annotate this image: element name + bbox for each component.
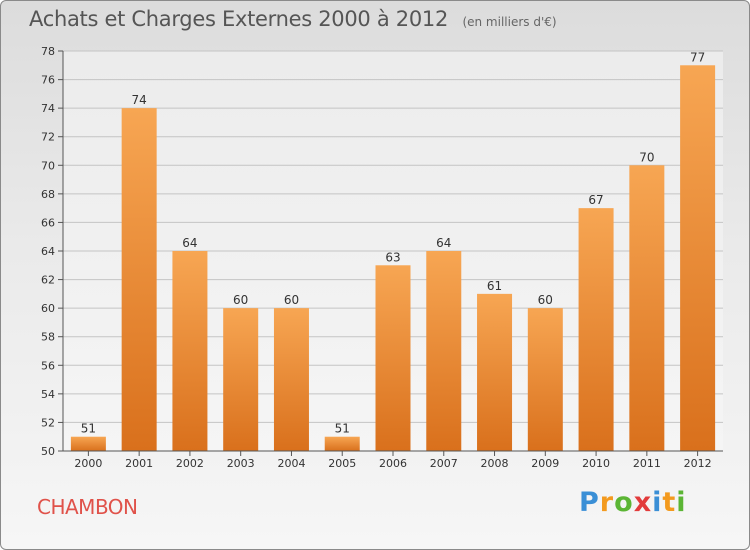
- bar: [477, 293, 513, 451]
- x-tick-label: 2009: [531, 457, 559, 470]
- y-tick-label: 62: [41, 274, 55, 287]
- logo-letter: x: [633, 487, 653, 518]
- proxiti-logo: Proxiti: [579, 487, 687, 518]
- bar: [629, 165, 665, 452]
- x-tick-label: 2004: [277, 457, 305, 470]
- y-tick-label: 50: [41, 445, 55, 458]
- y-tick-label: 52: [41, 416, 55, 429]
- y-tick-label: 54: [41, 388, 55, 401]
- y-axis: 50 52 54 56 58 60 62 64 66 68 70 72 74 76 78: [41, 45, 64, 458]
- x-tick-label: 2006: [379, 457, 407, 470]
- y-tick-label: 68: [41, 188, 55, 201]
- bar: [527, 308, 563, 451]
- y-tick-label: 74: [41, 102, 55, 115]
- bar: [70, 436, 106, 451]
- bar-value-label: 64: [436, 236, 451, 250]
- x-tick-label: 2000: [74, 457, 102, 470]
- logo-letter: P: [579, 487, 600, 518]
- bar-value-label: 63: [385, 250, 400, 264]
- bar: [172, 251, 208, 451]
- bars: 51 74 64 60 60 51 63 64 61 60 67 70 77: [70, 50, 716, 452]
- bar-value-label: 77: [690, 50, 705, 64]
- x-axis: 2000 2001 2002 2003 2004 2005 2006 2007 2008 2009…: [63, 450, 723, 470]
- bar-value-label: 64: [182, 236, 197, 250]
- chart-unit: (en milliers d'€): [462, 15, 557, 29]
- bar: [223, 308, 259, 451]
- x-tick-label: 2007: [430, 457, 458, 470]
- y-tick-label: 72: [41, 131, 55, 144]
- bar-value-label: 60: [538, 293, 553, 307]
- y-tick-label: 76: [41, 74, 55, 87]
- x-tick-label: 2008: [481, 457, 509, 470]
- bar-value-label: 74: [132, 93, 147, 107]
- y-tick-label: 78: [41, 45, 55, 58]
- logo-letter: o: [614, 487, 634, 518]
- bar: [121, 108, 157, 452]
- commune-name: CHAMBON: [37, 495, 138, 519]
- logo-letter: t: [662, 487, 677, 518]
- x-tick-label: 2011: [633, 457, 661, 470]
- bar-value-label: 60: [233, 293, 248, 307]
- x-tick-label: 2005: [328, 457, 356, 470]
- bar: [324, 436, 360, 451]
- logo-letter: r: [599, 487, 615, 518]
- x-tick-label: 2003: [227, 457, 255, 470]
- bar-value-label: 51: [335, 422, 350, 436]
- bar-value-label: 67: [588, 193, 603, 207]
- bar: [426, 251, 462, 451]
- bar: [375, 265, 411, 451]
- y-tick-label: 64: [41, 245, 55, 258]
- chart-title-text: Achats et Charges Externes 2000 à 2012: [29, 7, 449, 31]
- bar: [578, 208, 614, 451]
- bar: [273, 308, 309, 451]
- x-tick-label: 2002: [176, 457, 204, 470]
- logo-letter: i: [676, 487, 687, 518]
- x-tick-label: 2001: [125, 457, 153, 470]
- bar-value-label: 70: [639, 150, 654, 164]
- y-tick-label: 56: [41, 359, 55, 372]
- x-tick-label: 2010: [582, 457, 610, 470]
- bar-value-label: 60: [284, 293, 299, 307]
- chart-title: Achats et Charges Externes 2000 à 2012 (…: [29, 7, 557, 31]
- y-tick-label: 58: [41, 331, 55, 344]
- y-tick-label: 60: [41, 302, 55, 315]
- bar-value-label: 51: [81, 422, 96, 436]
- logo-letter: i: [652, 487, 663, 518]
- y-tick-label: 70: [41, 159, 55, 172]
- y-tick-label: 66: [41, 216, 55, 229]
- x-tick-label: 2012: [684, 457, 712, 470]
- bar: [680, 65, 716, 452]
- bar-value-label: 61: [487, 279, 502, 293]
